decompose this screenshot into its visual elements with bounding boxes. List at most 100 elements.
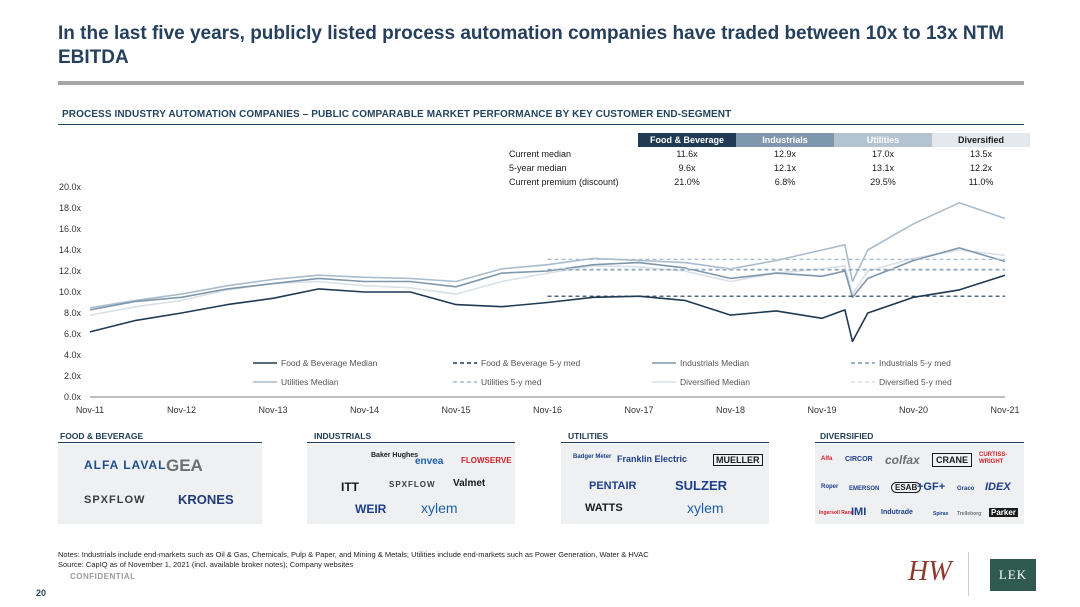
y-tick-label: 4.0x [64,350,82,360]
chart-subtitle: PROCESS INDUSTRY AUTOMATION COMPANIES – … [62,109,732,120]
y-tick-label: 16.0x [59,224,82,234]
logo-spirax: Spirax [933,511,949,517]
y-tick-label: 2.0x [64,371,82,381]
lek-logo: LEK [990,559,1036,591]
col-diversified: Diversified [932,133,1030,147]
stats-row-5y-median: 5-year median 9.6x 12.1x 13.1x 12.2x [505,161,1030,175]
legend-label: Diversified 5-y med [879,377,952,387]
median-stats-table: Food & Beverage Industrials Utilities Di… [505,133,1030,189]
segment-rule [307,442,515,443]
x-tick-label: Nov-13 [258,405,287,415]
x-tick-label: Nov-12 [167,405,196,415]
segment-rule [815,442,1024,443]
segment-rule [561,442,769,443]
x-tick-label: Nov-21 [990,405,1019,415]
series-line-0 [89,274,1006,343]
y-tick-label: 0.0x [64,392,82,402]
logo-curtiss-wright: CURTISS-WRIGHT [979,452,1008,465]
stats-cell: 13.5x [969,149,993,159]
logo-weir: WEIR [355,502,387,516]
stats-cell: 29.5% [870,177,896,187]
page-title: In the last five years, publicly listed … [58,23,1005,68]
footnotes: Notes: Industrials include end-markets s… [58,550,649,570]
stats-cell: 12.2x [969,163,993,173]
logo-krones: KRONES [178,492,234,507]
stats-cell: 13.1x [871,163,895,173]
segment-logos-utilities: Badger Meter Franklin Electric MUELLER P… [561,444,769,524]
y-tick-label: 8.0x [64,308,82,318]
col-industrials: Industrials [736,133,834,147]
logo-baker-hughes: Baker Hughes [371,452,419,459]
y-tick-label: 12.0x [59,266,82,276]
x-tick-label: Nov-15 [441,405,470,415]
logo-valmet: Valmet [453,478,486,489]
x-tick-label: Nov-19 [807,405,836,415]
x-tick-label: Nov-17 [624,405,653,415]
stats-cell: 21.0% [674,177,700,187]
legend-label: Food & Beverage 5-y med [481,358,580,368]
legend-label: Diversified Median [680,377,750,387]
footer-logo-separator [968,552,969,596]
source-text: Source: CapIQ as of November 1, 2021 (in… [58,560,354,569]
legend-label: Utilities Median [281,377,339,387]
segment-logos-food-beverage: ALFA LAVAL GEA SPXFLOW KRONES [58,444,262,524]
row-label: 5-year median [509,163,567,173]
stats-header-row: Food & Beverage Industrials Utilities Di… [505,133,1030,147]
stats-cell: 9.6x [678,163,696,173]
legend-label: Industrials Median [680,358,749,368]
legend-label: Industrials 5-y med [879,358,951,368]
stats-cell: 12.1x [773,163,797,173]
logo-emerson: EMERSON [849,486,880,492]
segment-title-diversified: DIVERSIFIED [820,431,874,441]
title-divider [58,81,1024,85]
x-tick-label: Nov-18 [716,405,745,415]
logo-gf: +GF+ [917,481,946,493]
legend-label: Utilities 5-y med [481,377,542,387]
stats-cell: 11.0% [968,177,994,187]
logo-pentair: PENTAIR [589,480,637,492]
logo-crane: CRANE [932,453,973,467]
logo-xylem-ind: xylem [421,500,458,516]
segment-title-food-beverage: FOOD & BEVERAGE [60,431,144,441]
logo-trelleborg: Trelleborg [957,511,982,517]
ebitda-multiple-line-chart: 0.0x 2.0x 4.0x 6.0x 8.0x 10.0x 12.0x 14.0x 16.0x… [59,182,1020,415]
row-label: Current premium (discount) [509,177,619,187]
x-tick-label: Nov-20 [899,405,928,415]
series-line-2 [89,202,1006,309]
logo-franklin-electric: Franklin Electric [617,454,688,464]
logo-flowserve: FLOWSERVE [461,456,512,465]
stats-cell: 11.6x [676,149,698,159]
series-line-1 [89,247,1006,311]
logo-graco: Graco [957,486,975,492]
logo-alfa: Alfa [821,456,833,462]
logo-xylem-util: xylem [687,500,724,516]
logo-watts: WATTS [585,502,623,514]
row-label: Current median [509,149,572,159]
page-number: 20 [36,588,47,598]
logo-spxflow: SPXFLOW [84,494,146,506]
logo-itt: ITT [341,480,359,494]
stats-row-premium: Current premium (discount) 21.0% 6.8% 29… [505,175,1030,189]
y-tick-label: 6.0x [64,329,82,339]
segment-logos-industrials: Baker Hughes envea FLOWSERVE ITT SPXFLOW… [307,444,515,524]
x-tick-label: Nov-16 [533,405,562,415]
logo-colfax: colfax [885,453,920,467]
stats-row-current-median: Current median 11.6x 12.9x 17.0x 13.5x [505,147,1030,161]
subtitle-divider [58,124,1024,125]
logo-gea: GEA [166,456,203,475]
stats-cell: 6.8% [774,177,796,187]
col-food-beverage: Food & Beverage [638,133,736,147]
col-utilities: Utilities [834,133,932,147]
logo-mueller: MUELLER [713,454,763,466]
logo-alfa-laval: ALFA LAVAL [84,458,167,472]
logo-indutrade: Indutrade [881,509,913,516]
logo-spxflow-ind: SPXFLOW [389,480,436,489]
y-tick-label: 14.0x [59,245,82,255]
segment-title-industrials: INDUSTRIALS [314,431,372,441]
x-tick-label: Nov-14 [350,405,379,415]
y-tick-label: 20.0x [59,182,82,192]
logo-sulzer: SULZER [675,478,727,493]
y-tick-label: 10.0x [59,287,82,297]
segment-logos-diversified: Alfa CIRCOR colfax CRANE CURTISS-WRIGHT … [815,444,1024,524]
logo-envea: envea [415,456,444,467]
